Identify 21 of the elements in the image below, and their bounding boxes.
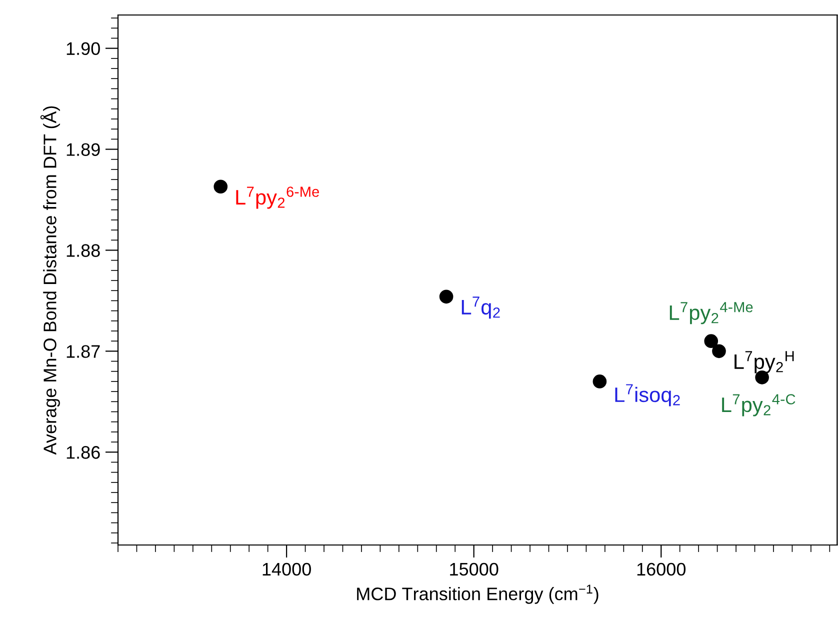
annotation: L$^{7}$py$_{2}$$^{4-Me}$: [670, 302, 753, 324]
y-tick-label: 1.90: [66, 42, 100, 56]
x-axis-title: MCD Transition Energy (cm$^{−1}$): [357, 584, 598, 604]
point: [704, 334, 718, 348]
point: [214, 180, 228, 194]
annotation: L$^{7}$py$_{2}$$^{6-Me}$: [236, 186, 319, 209]
annotation: L$^{7}$py$_{2}$$^{4-C}$: [722, 394, 796, 416]
point: [439, 290, 454, 304]
annotation: L$^{7}$isoq$_{2}$: [615, 384, 680, 406]
point: [592, 374, 607, 388]
y-tick-label: 1.86: [66, 446, 100, 459]
x-tick-label: 14000: [262, 562, 311, 576]
y-tick-label: 1.88: [66, 244, 100, 257]
annotation: L$^{7}$q$_{2}$: [462, 296, 500, 319]
y-tick-label: 1.87: [66, 345, 100, 358]
point: [712, 344, 726, 358]
y-tick-label: 1.89: [66, 143, 100, 156]
annotation: L$^{7}$py$_{2}$$^{H}$: [734, 351, 794, 374]
x-tick-label: 15000: [450, 562, 498, 576]
x-tick-label: 16000: [637, 562, 686, 576]
y-axis-title: Average Mn-O Bond Distance from DFT (Å): [40, 106, 60, 455]
